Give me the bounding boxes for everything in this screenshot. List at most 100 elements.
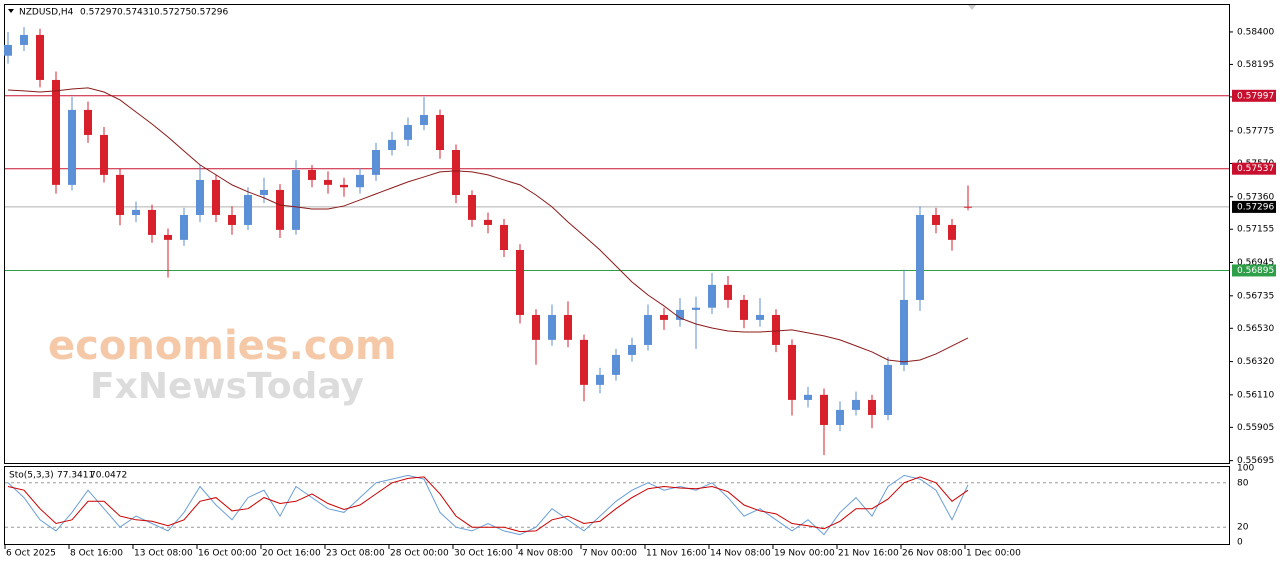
price-level-label: 0.56895 bbox=[1237, 266, 1274, 276]
y-tick-label: 0.57775 bbox=[1237, 126, 1274, 136]
candle-body bbox=[388, 139, 396, 151]
y-tick-label: 0.56945 bbox=[1237, 258, 1274, 268]
y-tick-label: 0.55905 bbox=[1237, 423, 1274, 433]
candle-body bbox=[884, 364, 892, 415]
x-tick-label: 14 Nov 08:00 bbox=[710, 549, 771, 559]
candle-body bbox=[244, 195, 252, 225]
x-tick-label: 6 Oct 2025 bbox=[6, 549, 56, 559]
x-tick-label: 28 Oct 00:00 bbox=[390, 549, 449, 559]
x-tick-label: 16 Oct 00:00 bbox=[198, 549, 257, 559]
candle-body bbox=[500, 224, 508, 251]
candle-body bbox=[724, 284, 732, 300]
candle-body bbox=[596, 374, 604, 385]
candle-body bbox=[36, 34, 44, 80]
y-tick-label: 0.56735 bbox=[1237, 291, 1274, 301]
candle-body bbox=[20, 34, 28, 45]
candle-body bbox=[564, 314, 572, 340]
symbol: NZDUSD,H4 bbox=[19, 8, 74, 18]
y-tick-label: 0.55695 bbox=[1237, 456, 1274, 466]
candle-body bbox=[836, 409, 844, 425]
price-level-label: 0.57296 bbox=[1237, 202, 1274, 212]
candle-body bbox=[484, 219, 492, 225]
header: NZDUSD,H4 0.57297 0.57431 0.57275 0.5729… bbox=[19, 8, 228, 18]
watermark: FxNewsToday bbox=[90, 366, 364, 407]
candle-body bbox=[612, 354, 620, 375]
candle-body bbox=[964, 206, 972, 208]
x-tick-label: 20 Oct 16:00 bbox=[262, 549, 321, 559]
candle-body bbox=[692, 307, 700, 310]
candle-body bbox=[308, 169, 316, 180]
candle-body bbox=[180, 214, 188, 240]
candle-body bbox=[852, 399, 860, 410]
candle-body bbox=[948, 224, 956, 240]
indicator-line bbox=[7, 474, 969, 536]
candle-body bbox=[276, 189, 284, 230]
watermark: economies.com bbox=[48, 323, 397, 369]
y-tick-label: 0.57155 bbox=[1237, 225, 1274, 235]
indicator-title: Sto(5,3,3) bbox=[9, 471, 54, 481]
candle-body bbox=[228, 214, 236, 225]
candle-body bbox=[356, 174, 364, 188]
price-level-box bbox=[1232, 264, 1276, 277]
candle-body bbox=[4, 44, 12, 56]
indicator-signal: 70.0472 bbox=[90, 471, 127, 481]
candle-body bbox=[404, 124, 412, 140]
x-tick-label: 7 Nov 00:00 bbox=[582, 549, 637, 559]
y-tick-label: 0.58400 bbox=[1237, 27, 1274, 37]
candle-body bbox=[532, 314, 540, 340]
candle-body bbox=[548, 314, 556, 340]
moving-average bbox=[7, 87, 969, 363]
x-tick-label: 21 Nov 16:00 bbox=[838, 549, 899, 559]
x-tick-label: 23 Oct 08:00 bbox=[326, 549, 385, 559]
candle-body bbox=[660, 314, 668, 320]
indicator-tick-label: 20 bbox=[1237, 523, 1249, 533]
candle-body bbox=[212, 179, 220, 215]
candle-body bbox=[820, 394, 828, 425]
candle-body bbox=[932, 214, 940, 225]
candle-body bbox=[788, 344, 796, 400]
candle-body bbox=[452, 150, 460, 196]
candle-body bbox=[100, 134, 108, 175]
x-tick-label: 30 Oct 16:00 bbox=[454, 549, 513, 559]
indicator-frame bbox=[4, 466, 1230, 545]
candle-body bbox=[916, 214, 924, 300]
candle-body bbox=[372, 150, 380, 175]
candle-body bbox=[644, 314, 652, 345]
x-tick-label: 11 Nov 16:00 bbox=[646, 549, 707, 559]
candle-body bbox=[196, 179, 204, 215]
candle-body bbox=[116, 174, 124, 215]
candle-body bbox=[516, 250, 524, 315]
candle-body bbox=[580, 339, 588, 385]
indicator-line bbox=[7, 476, 969, 533]
y-tick-label: 0.56530 bbox=[1237, 324, 1274, 334]
price-level-label: 0.57997 bbox=[1237, 91, 1274, 101]
x-tick-label: 19 Nov 00:00 bbox=[774, 549, 835, 559]
candle-body bbox=[900, 299, 908, 365]
candle-body bbox=[756, 314, 764, 320]
candle-body bbox=[436, 114, 444, 151]
candle-body bbox=[292, 169, 300, 230]
candle-body bbox=[772, 314, 780, 345]
candle-body bbox=[868, 399, 876, 415]
quote-low: 0.57275 bbox=[154, 8, 191, 18]
x-tick-label: 13 Oct 08:00 bbox=[134, 549, 193, 559]
candle-body bbox=[52, 79, 60, 185]
candle-body bbox=[84, 109, 92, 135]
price-level-label: 0.57537 bbox=[1237, 164, 1274, 174]
shift-marker bbox=[968, 5, 976, 10]
y-tick-label: 0.56320 bbox=[1237, 357, 1274, 367]
candle-body bbox=[420, 114, 428, 125]
quote-high: 0.57431 bbox=[117, 8, 154, 18]
x-tick-label: 1 Dec 00:00 bbox=[966, 549, 1021, 559]
candle-body bbox=[132, 209, 140, 215]
indicator-main: 77.3411 bbox=[57, 471, 94, 481]
quote-open: 0.57297 bbox=[80, 8, 117, 18]
x-tick-label: 8 Oct 16:00 bbox=[70, 549, 123, 559]
menu-triangle bbox=[8, 9, 14, 13]
indicator-tick-label: 100 bbox=[1237, 464, 1254, 474]
y-tick-label: 0.56110 bbox=[1237, 390, 1274, 400]
price-level-box bbox=[1232, 162, 1276, 175]
candle-body bbox=[708, 284, 716, 308]
candle-body bbox=[740, 299, 748, 320]
